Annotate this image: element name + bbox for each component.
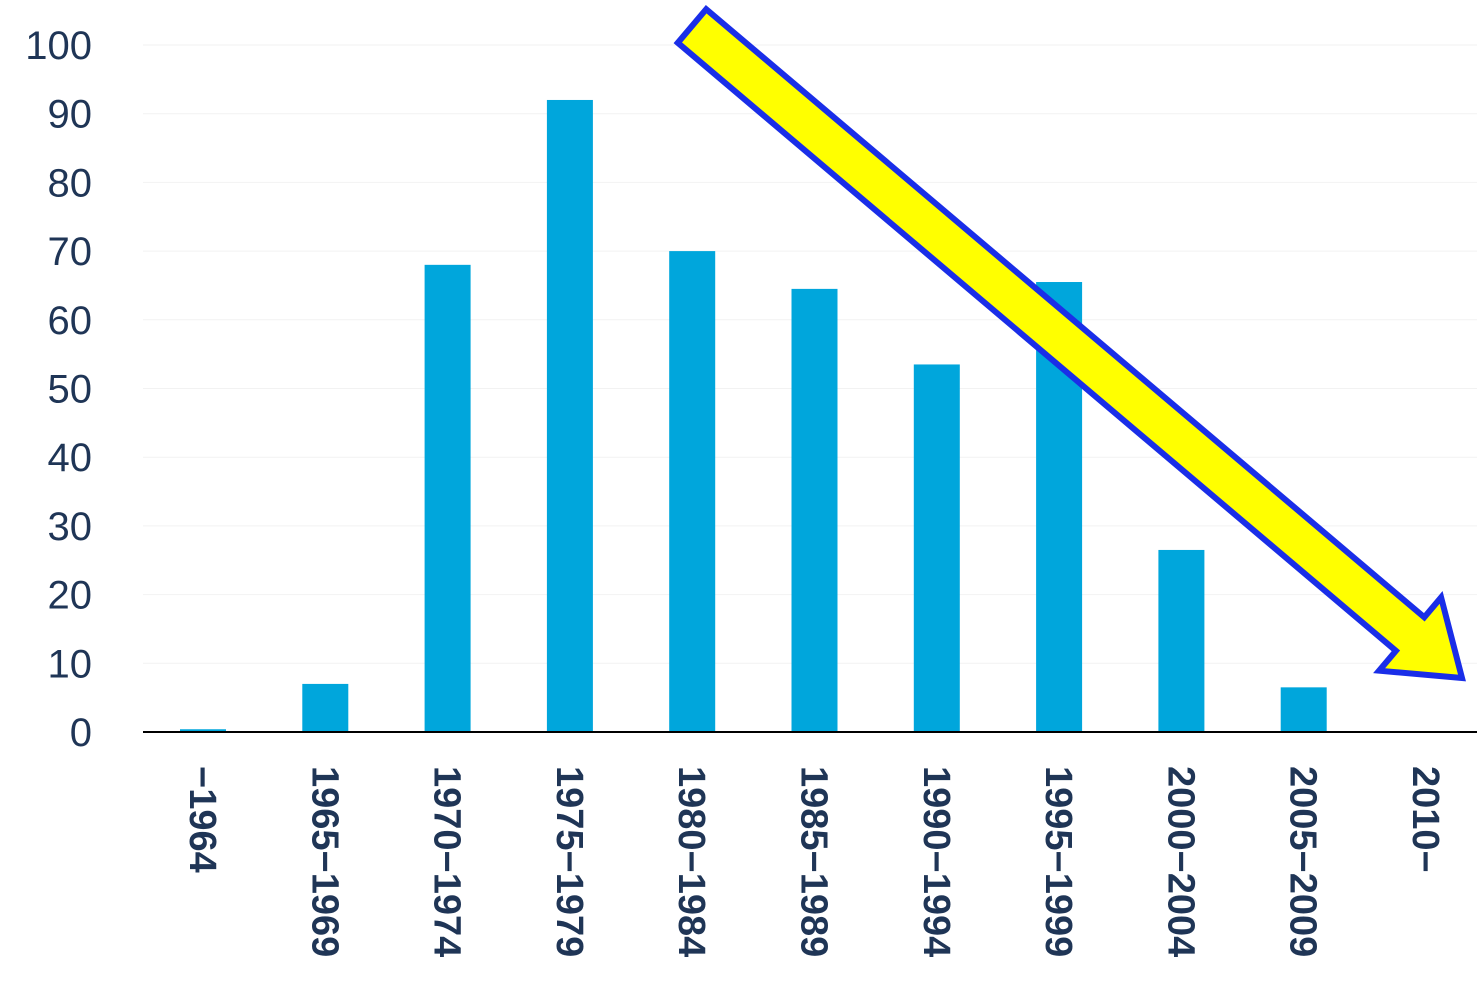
y-tick-label: 70 xyxy=(48,230,93,274)
bar xyxy=(302,683,349,732)
y-tick-label: 0 xyxy=(70,711,92,755)
y-tick-label: 20 xyxy=(48,574,93,618)
x-tick-label: 2000−2004 xyxy=(1159,766,1201,957)
bar xyxy=(913,364,960,732)
bar xyxy=(1280,687,1327,732)
x-tick-label: 1985−1989 xyxy=(793,766,835,957)
y-tick-label: 100 xyxy=(25,24,92,68)
y-tick-label: 10 xyxy=(48,642,93,686)
y-tick-label: 80 xyxy=(48,161,93,205)
x-tick-label: 1975−1979 xyxy=(548,766,590,957)
bar xyxy=(791,288,838,732)
bar xyxy=(1158,549,1205,732)
y-tick-label: 90 xyxy=(48,93,93,137)
bar xyxy=(180,729,226,732)
x-tick-label: 1980−1984 xyxy=(670,766,712,957)
x-tick-label: 1970−1974 xyxy=(426,766,468,957)
x-tick-label: 1965−1969 xyxy=(303,766,345,957)
y-tick-label: 50 xyxy=(48,368,93,412)
y-tick-label: 30 xyxy=(48,505,93,549)
bar xyxy=(424,264,471,732)
x-tick-label: −1964 xyxy=(181,766,223,873)
y-tick-label: 40 xyxy=(48,436,93,480)
y-axis-ticks: 0 10 20 30 40 50 60 70 80 90 100 xyxy=(25,24,92,755)
bar xyxy=(546,99,593,732)
x-axis-ticks: −1964 1965−1969 1970−1974 1975−1979 1980−198… xyxy=(181,766,1446,957)
bar xyxy=(669,251,716,732)
y-tick-label: 60 xyxy=(48,299,93,343)
x-tick-label: 2005−2009 xyxy=(1282,766,1324,957)
trend-arrow-icon xyxy=(673,4,1466,682)
x-tick-label: 2010− xyxy=(1404,766,1446,873)
x-tick-label: 1990−1994 xyxy=(915,766,957,957)
x-tick-label: 1995−1999 xyxy=(1037,766,1079,957)
